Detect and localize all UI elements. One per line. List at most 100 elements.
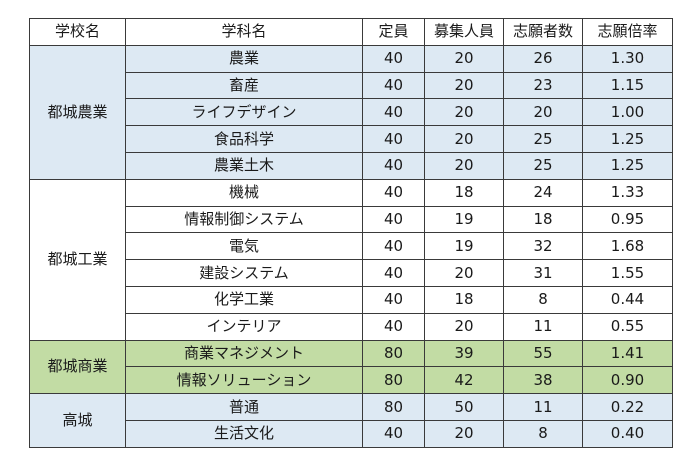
- recruits-cell: 20: [424, 312, 504, 341]
- admission-ratio-table: 学校名 学科名 定員 募集人員 志願者数 志願倍率 都城農業 農業 40 20 26 1.…: [29, 18, 673, 448]
- capacity-cell: 40: [362, 205, 425, 234]
- header-applicants: 志願者数: [503, 18, 583, 46]
- applicants-cell: 24: [503, 178, 583, 207]
- table-row: 電気 40 19 32 1.68: [30, 232, 673, 261]
- department-cell: 商業マネジメント: [125, 339, 363, 368]
- department-cell: 普通: [125, 393, 363, 421]
- header-department: 学科名: [125, 18, 363, 46]
- table-row: ライフデザイン 40 20 20 1.00: [30, 98, 673, 127]
- school-name-cell: 都城農業: [29, 44, 126, 180]
- ratio-cell: 0.22: [582, 393, 673, 421]
- capacity-cell: 40: [362, 98, 425, 127]
- capacity-cell: 40: [362, 125, 425, 153]
- applicants-cell: 11: [503, 393, 583, 421]
- ratio-cell: 1.33: [582, 178, 673, 207]
- capacity-cell: 40: [362, 178, 425, 207]
- ratio-cell: 0.44: [582, 285, 673, 314]
- admission-table-container: 学校名 学科名 定員 募集人員 志願者数 志願倍率 都城農業 農業 40 20 26 1.…: [29, 18, 673, 448]
- department-cell: 農業: [125, 44, 363, 73]
- ratio-cell: 1.15: [582, 71, 673, 100]
- recruits-cell: 50: [424, 393, 504, 421]
- table-row: 都城農業 農業 40 20 26 1.30: [29, 44, 673, 180]
- table-row: 建設システム 40 20 31 1.55: [30, 259, 673, 287]
- capacity-cell: 80: [362, 393, 425, 421]
- capacity-cell: 40: [362, 285, 425, 314]
- table-row: 生活文化 40 20 8 0.40: [30, 419, 673, 448]
- school-name-cell: 高城: [29, 393, 126, 448]
- applicants-cell: 32: [503, 232, 583, 261]
- ratio-cell: 0.55: [582, 312, 673, 341]
- ratio-cell: 1.68: [582, 232, 673, 261]
- table-row: 畜産 40 20 23 1.15: [30, 71, 673, 100]
- recruits-cell: 20: [424, 44, 504, 73]
- recruits-cell: 39: [424, 339, 504, 368]
- recruits-cell: 20: [424, 71, 504, 100]
- applicants-cell: 8: [503, 285, 583, 314]
- ratio-cell: 0.95: [582, 205, 673, 234]
- applicants-cell: 11: [503, 312, 583, 341]
- capacity-cell: 40: [362, 259, 425, 287]
- table-row: 高城 普通 80 50 11 0.22: [29, 393, 673, 448]
- school-name-cell: 都城商業: [29, 339, 126, 395]
- recruits-cell: 42: [424, 366, 504, 395]
- ratio-cell: 0.90: [582, 366, 673, 395]
- capacity-cell: 40: [362, 232, 425, 261]
- recruits-cell: 18: [424, 285, 504, 314]
- recruits-cell: 20: [424, 125, 504, 153]
- table-row: 都城工業 機械 40 18 24 1.33: [29, 178, 673, 341]
- applicants-cell: 25: [503, 125, 583, 153]
- header-ratio: 志願倍率: [582, 18, 673, 46]
- table-row: 食品科学 40 20 25 1.25: [30, 125, 673, 153]
- applicants-cell: 8: [503, 419, 583, 448]
- table-row: インテリア 40 20 11 0.55: [30, 312, 673, 341]
- capacity-cell: 40: [362, 419, 425, 448]
- capacity-cell: 40: [362, 44, 425, 73]
- applicants-cell: 31: [503, 259, 583, 287]
- table-header-row: 学校名 学科名 定員 募集人員 志願者数 志願倍率: [29, 18, 673, 46]
- department-cell: 畜産: [125, 71, 363, 100]
- ratio-cell: 1.55: [582, 259, 673, 287]
- applicants-cell: 38: [503, 366, 583, 395]
- recruits-cell: 18: [424, 178, 504, 207]
- header-recruits: 募集人員: [424, 18, 504, 46]
- department-cell: 電気: [125, 232, 363, 261]
- department-cell: 化学工業: [125, 285, 363, 314]
- ratio-cell: 1.00: [582, 98, 673, 127]
- capacity-cell: 40: [362, 312, 425, 341]
- applicants-cell: 23: [503, 71, 583, 100]
- applicants-cell: 26: [503, 44, 583, 73]
- table-row: 都城商業 商業マネジメント 80 39 55 1.41: [29, 339, 673, 395]
- table-row: 化学工業 40 18 8 0.44: [30, 285, 673, 314]
- ratio-cell: 1.41: [582, 339, 673, 368]
- capacity-cell: 40: [362, 151, 425, 180]
- recruits-cell: 19: [424, 205, 504, 234]
- recruits-cell: 19: [424, 232, 504, 261]
- recruits-cell: 20: [424, 259, 504, 287]
- school-name-cell: 都城工業: [29, 178, 126, 341]
- capacity-cell: 80: [362, 339, 425, 368]
- table-row: 情報制御システム 40 19 18 0.95: [30, 205, 673, 234]
- department-cell: 農業土木: [125, 151, 363, 180]
- applicants-cell: 20: [503, 98, 583, 127]
- department-cell: 機械: [125, 178, 363, 207]
- department-cell: ライフデザイン: [125, 98, 363, 127]
- header-school: 学校名: [29, 18, 126, 46]
- department-cell: 情報制御システム: [125, 205, 363, 234]
- ratio-cell: 0.40: [582, 419, 673, 448]
- ratio-cell: 1.30: [582, 44, 673, 73]
- table-row: 情報ソリューション 80 42 38 0.90: [30, 366, 673, 395]
- department-cell: 生活文化: [125, 419, 363, 448]
- recruits-cell: 20: [424, 151, 504, 180]
- department-cell: インテリア: [125, 312, 363, 341]
- table-body: 都城農業 農業 40 20 26 1.30 畜産 40 20 23 1.15 ライフデザイン 40 20 2…: [29, 44, 673, 448]
- capacity-cell: 40: [362, 71, 425, 100]
- applicants-cell: 18: [503, 205, 583, 234]
- header-capacity: 定員: [362, 18, 425, 46]
- capacity-cell: 80: [362, 366, 425, 395]
- department-cell: 情報ソリューション: [125, 366, 363, 395]
- department-cell: 食品科学: [125, 125, 363, 153]
- ratio-cell: 1.25: [582, 151, 673, 180]
- department-cell: 建設システム: [125, 259, 363, 287]
- applicants-cell: 55: [503, 339, 583, 368]
- recruits-cell: 20: [424, 98, 504, 127]
